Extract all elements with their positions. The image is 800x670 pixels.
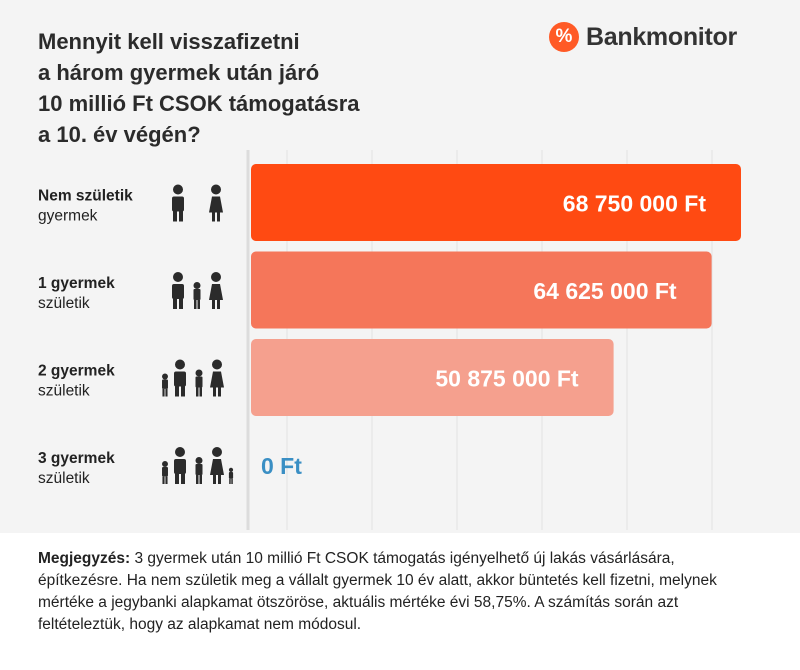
child-leg xyxy=(162,388,165,397)
title-line: a három gyermek után járó xyxy=(38,60,320,85)
person-leg xyxy=(218,475,221,484)
category-sublabel: gyermek xyxy=(38,208,98,225)
data-label: 64 625 000 Ft xyxy=(533,278,677,304)
child-leg xyxy=(162,476,165,484)
child-body xyxy=(228,472,234,479)
person-body xyxy=(209,284,223,300)
child-body xyxy=(162,467,168,477)
footnote: Megjegyzés: 3 gyermek után 10 millió Ft … xyxy=(38,548,758,636)
person-leg xyxy=(175,473,179,484)
category-label: 1 gyermek xyxy=(38,275,115,292)
person-body xyxy=(209,196,223,213)
person-leg xyxy=(181,473,185,484)
category-label: Nem születik xyxy=(38,188,133,205)
footnote-text: 3 gyermek után 10 millió Ft CSOK támogat… xyxy=(38,550,717,633)
category-sublabel: születik xyxy=(38,383,90,400)
child-body xyxy=(193,289,201,300)
person-leg xyxy=(213,387,216,397)
child-head xyxy=(228,467,234,472)
child-leg xyxy=(194,300,197,309)
data-label: 50 875 000 Ft xyxy=(435,366,579,392)
person-leg xyxy=(213,475,216,484)
person-leg xyxy=(217,212,220,222)
child-head xyxy=(195,457,203,464)
person-body xyxy=(174,459,186,474)
person-leg xyxy=(212,212,215,222)
child-leg xyxy=(165,476,168,484)
person-leg xyxy=(179,298,183,309)
child-leg xyxy=(197,300,200,309)
person-head xyxy=(173,184,183,195)
child-leg xyxy=(229,478,231,484)
category-label: 3 gyermek xyxy=(38,450,115,467)
person-head xyxy=(212,447,222,457)
person-leg xyxy=(175,385,179,397)
person-head xyxy=(173,272,183,282)
category-sublabel: születik xyxy=(38,295,90,312)
footnote-label: Megjegyzés: xyxy=(38,550,131,567)
child-leg xyxy=(199,387,202,397)
chart-title: Mennyit kell visszafizetni a három gyerm… xyxy=(38,26,508,150)
child-body xyxy=(195,464,203,475)
bar xyxy=(251,339,614,416)
person-leg xyxy=(212,300,215,309)
title-line: Mennyit kell visszafizetni xyxy=(38,29,300,54)
person-body xyxy=(210,459,224,475)
data-label: 0 Ft xyxy=(261,453,302,479)
child-leg xyxy=(196,387,199,397)
child-head xyxy=(162,461,168,467)
person-leg xyxy=(181,385,185,397)
family-icon xyxy=(162,447,234,484)
child-leg xyxy=(165,388,168,397)
category-label: 2 gyermek xyxy=(38,363,115,380)
person-leg xyxy=(173,210,177,222)
person-head xyxy=(212,359,222,370)
child-head xyxy=(193,282,201,289)
person-leg xyxy=(218,387,221,397)
bar-chart: Nem születik gyermek 68 750 000 Ft 1 gyerme… xyxy=(38,150,741,530)
title-line: 10 millió Ft CSOK támogatásra xyxy=(38,91,360,116)
title-line: a 10. év végén? xyxy=(38,122,201,147)
percent-icon: % xyxy=(549,22,579,52)
family-icon xyxy=(172,272,223,309)
bar xyxy=(251,164,741,241)
bankmonitor-logo: % Bankmonitor xyxy=(549,22,737,52)
person-leg xyxy=(217,300,220,309)
person-body xyxy=(174,371,186,387)
person-body xyxy=(172,284,184,299)
child-leg xyxy=(196,475,199,484)
child-head xyxy=(162,373,168,380)
family-icon xyxy=(162,359,224,397)
brand-name: Bankmonitor xyxy=(586,22,737,51)
person-leg xyxy=(173,298,177,309)
person-head xyxy=(175,447,185,457)
chart-card: Mennyit kell visszafizetni a három gyerm… xyxy=(0,0,800,533)
category-sublabel: születik xyxy=(38,470,90,487)
family-icon xyxy=(172,184,223,222)
child-body xyxy=(162,379,168,389)
person-body xyxy=(210,371,224,388)
bar xyxy=(251,251,712,329)
person-leg xyxy=(179,210,183,222)
person-head xyxy=(211,272,221,282)
child-leg xyxy=(199,475,202,484)
data-label: 68 750 000 Ft xyxy=(563,191,707,217)
child-leg xyxy=(231,478,233,484)
person-head xyxy=(175,359,185,370)
child-head xyxy=(195,369,203,377)
person-head xyxy=(211,184,221,195)
child-body xyxy=(195,376,203,388)
person-body xyxy=(172,196,184,212)
